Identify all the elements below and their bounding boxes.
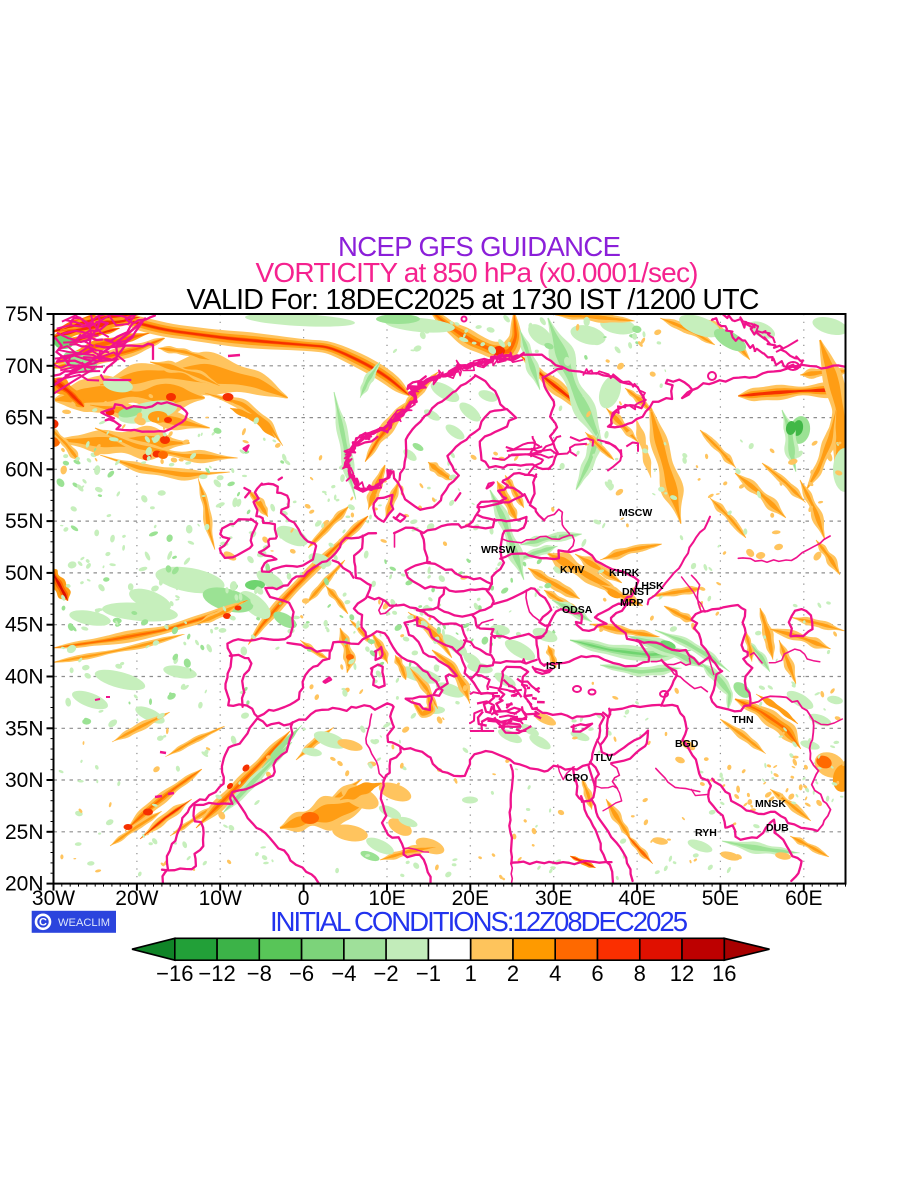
svg-text:MNSK: MNSK bbox=[755, 798, 786, 810]
svg-text:55N: 55N bbox=[5, 510, 44, 533]
svg-text:DNST: DNST bbox=[622, 586, 651, 598]
svg-text:ODSA: ODSA bbox=[562, 604, 593, 616]
svg-text:20E: 20E bbox=[452, 887, 489, 910]
svg-text:20W: 20W bbox=[115, 887, 158, 910]
svg-text:RYH: RYH bbox=[695, 827, 717, 839]
svg-text:CRO: CRO bbox=[565, 772, 588, 784]
svg-text:1: 1 bbox=[465, 961, 477, 986]
svg-text:60E: 60E bbox=[785, 887, 822, 910]
svg-text:THN: THN bbox=[732, 714, 754, 726]
svg-text:IST: IST bbox=[546, 660, 563, 672]
svg-text:70N: 70N bbox=[5, 355, 44, 378]
svg-text:12: 12 bbox=[670, 961, 694, 986]
svg-text:6: 6 bbox=[591, 961, 603, 986]
svg-text:−12: −12 bbox=[198, 961, 235, 986]
svg-text:35N: 35N bbox=[5, 717, 44, 740]
svg-text:KYIV: KYIV bbox=[560, 564, 585, 576]
svg-text:DUB: DUB bbox=[766, 822, 789, 834]
svg-text:−1: −1 bbox=[416, 961, 441, 986]
svg-text:20N: 20N bbox=[5, 873, 44, 896]
svg-text:50N: 50N bbox=[5, 562, 44, 585]
svg-text:40E: 40E bbox=[618, 887, 655, 910]
svg-text:0: 0 bbox=[298, 887, 310, 910]
svg-text:30E: 30E bbox=[535, 887, 572, 910]
svg-text:16: 16 bbox=[712, 961, 736, 986]
svg-text:C: C bbox=[39, 917, 47, 929]
svg-text:WRSW: WRSW bbox=[481, 544, 515, 556]
svg-text:VORTICITY at 850 hPa (x0.0001/: VORTICITY at 850 hPa (x0.0001/sec) bbox=[256, 257, 699, 288]
svg-text:75N: 75N bbox=[5, 303, 44, 326]
svg-text:40N: 40N bbox=[5, 666, 44, 689]
svg-text:VALID For: 18DEC2025 at 1730 I: VALID For: 18DEC2025 at 1730 IST /1200 U… bbox=[187, 284, 760, 316]
svg-text:−2: −2 bbox=[374, 961, 399, 986]
svg-text:30N: 30N bbox=[5, 769, 44, 792]
svg-text:30W: 30W bbox=[32, 887, 75, 910]
svg-text:WEACLIM: WEACLIM bbox=[58, 917, 110, 929]
svg-text:LHSK: LHSK bbox=[635, 580, 664, 592]
svg-text:−6: −6 bbox=[289, 961, 314, 986]
svg-text:8: 8 bbox=[634, 961, 646, 986]
svg-text:4: 4 bbox=[549, 961, 561, 986]
svg-text:60N: 60N bbox=[5, 458, 44, 481]
svg-text:45N: 45N bbox=[5, 614, 44, 637]
svg-text:−16: −16 bbox=[156, 961, 193, 986]
svg-text:BGD: BGD bbox=[675, 738, 699, 750]
svg-text:50E: 50E bbox=[702, 887, 739, 910]
svg-text:10E: 10E bbox=[368, 887, 405, 910]
svg-text:−8: −8 bbox=[247, 961, 272, 986]
svg-text:10W: 10W bbox=[199, 887, 242, 910]
svg-text:25N: 25N bbox=[5, 821, 44, 844]
svg-text:TLV: TLV bbox=[594, 752, 613, 764]
svg-text:MRP: MRP bbox=[620, 597, 643, 609]
svg-text:KHRK: KHRK bbox=[609, 567, 640, 579]
svg-text:2: 2 bbox=[507, 961, 519, 986]
svg-text:−4: −4 bbox=[331, 961, 356, 986]
svg-text:65N: 65N bbox=[5, 407, 44, 430]
svg-text:NCEP GFS GUIDANCE: NCEP GFS GUIDANCE bbox=[338, 231, 622, 262]
svg-text:INITIAL CONDITIONS:12Z08DEC202: INITIAL CONDITIONS:12Z08DEC2025 bbox=[270, 906, 688, 937]
svg-text:MSCW: MSCW bbox=[619, 507, 652, 519]
